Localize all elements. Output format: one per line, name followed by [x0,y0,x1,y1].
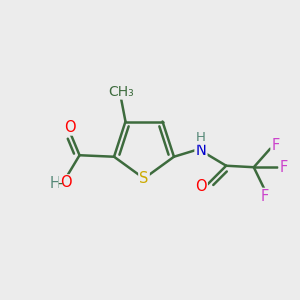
Text: H: H [50,176,61,191]
Text: O: O [60,175,71,190]
Text: S: S [139,171,149,186]
Text: -: - [58,176,63,190]
Text: O: O [195,179,207,194]
Text: O: O [64,119,76,134]
Text: H: H [196,131,206,144]
Text: N: N [196,143,206,158]
Text: F: F [261,189,269,204]
Text: F: F [280,160,288,175]
Text: F: F [272,138,280,153]
Text: CH₃: CH₃ [108,85,134,98]
